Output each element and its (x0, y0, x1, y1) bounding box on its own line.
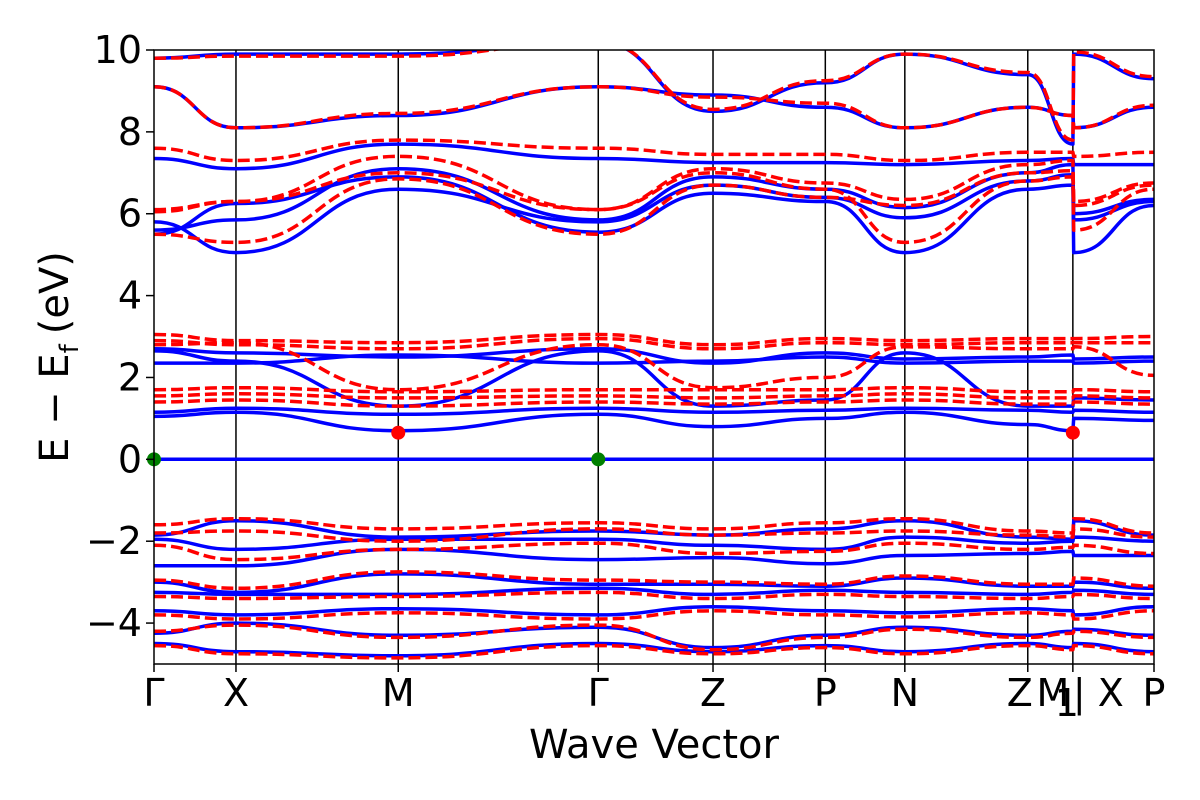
x-tick-label: N (891, 671, 919, 715)
spin-down-band-14 (154, 541, 1154, 562)
spin-down-band-9 (154, 138, 1154, 163)
x-tick-label: Z (1007, 671, 1033, 715)
y-axis-title-subscript: f (55, 343, 85, 353)
x-tick-label: M (382, 671, 415, 715)
spin-up-band-6 (154, 175, 1154, 255)
vbm-marker (591, 452, 606, 467)
spin-down-band-4 (154, 336, 1154, 351)
y-tick-label: 6 (118, 192, 142, 236)
y-axis-title-main: E − E (32, 353, 78, 463)
spin-up-band-2 (154, 406, 1154, 417)
y-tick-label: 8 (118, 110, 142, 154)
x-axis-title: Wave Vector (529, 722, 780, 768)
spin-up-band-17 (154, 604, 1154, 617)
spin-down-band-16 (154, 590, 1154, 601)
y-tick-label: −4 (86, 601, 142, 645)
spin-down-band-12 (154, 516, 1154, 535)
spin-down-band-19 (154, 643, 1154, 660)
spin-up-band-19 (154, 641, 1154, 658)
spin-up-band-13 (154, 535, 1154, 552)
spin-up-band-15 (154, 572, 1154, 595)
x-tick-label: P (814, 671, 837, 715)
spin-down-band-7 (154, 169, 1154, 245)
spin-up-band-9 (154, 142, 1154, 171)
spin-up-band-18 (154, 621, 1154, 650)
y-tick-label: −2 (86, 519, 142, 563)
spin-down-band-10 (154, 85, 1154, 130)
y-axis-ticks: −4 −2 0 2 4 6 8 10 (86, 28, 154, 645)
spin-down-band-18 (154, 623, 1154, 652)
spin-up-band-14 (154, 547, 1154, 568)
x-tick-label: X (223, 671, 249, 715)
spin-down-band-15 (154, 570, 1154, 591)
y-tick-label: 0 (118, 437, 142, 481)
x-tick-label: P (1143, 671, 1166, 715)
spin-down-band-6 (154, 171, 1154, 245)
cbm-marker (1065, 425, 1080, 440)
spin-down-band-13 (154, 527, 1154, 543)
x-tick-label: Γ (143, 671, 164, 715)
x-tick-label: M (1036, 671, 1069, 715)
y-tick-label: 4 (118, 274, 142, 318)
band-edge-markers (147, 425, 1080, 467)
spin-up-band-16 (154, 586, 1154, 597)
spin-up-band-12 (154, 518, 1154, 541)
y-axis-title-unit: (eV) (32, 251, 78, 334)
y-tick-label: 10 (94, 28, 142, 72)
spin-up-band-3 (154, 349, 1154, 408)
plot-frame (153, 49, 1155, 665)
spin-down-band-8 (154, 154, 1154, 212)
cbm-marker (391, 425, 406, 440)
spin-down-band-0 (154, 398, 1154, 408)
spin-down-band-3 (154, 340, 1154, 392)
spin-up-bands (154, 50, 1154, 658)
x-tick-label: Γ (588, 671, 609, 715)
x-tick-label: | X (1073, 671, 1124, 716)
x-tick-label: Z (700, 671, 726, 715)
y-tick-label: 2 (118, 355, 142, 399)
x-tick-label-subscript: 1 (1055, 681, 1079, 725)
y-axis-title: E − Ef (eV) (32, 251, 85, 463)
spin-down-band-2 (154, 385, 1154, 394)
spin-up-band-11 (154, 50, 1154, 146)
spin-down-bands (154, 50, 1154, 660)
spin-down-band-17 (154, 609, 1154, 621)
spin-down-band-1 (154, 392, 1154, 400)
spin-up-band-1 (154, 410, 1154, 433)
spin-up-band-5 (154, 353, 1154, 365)
spin-down-band-11 (154, 50, 1154, 142)
spin-down-band-5 (154, 332, 1154, 347)
